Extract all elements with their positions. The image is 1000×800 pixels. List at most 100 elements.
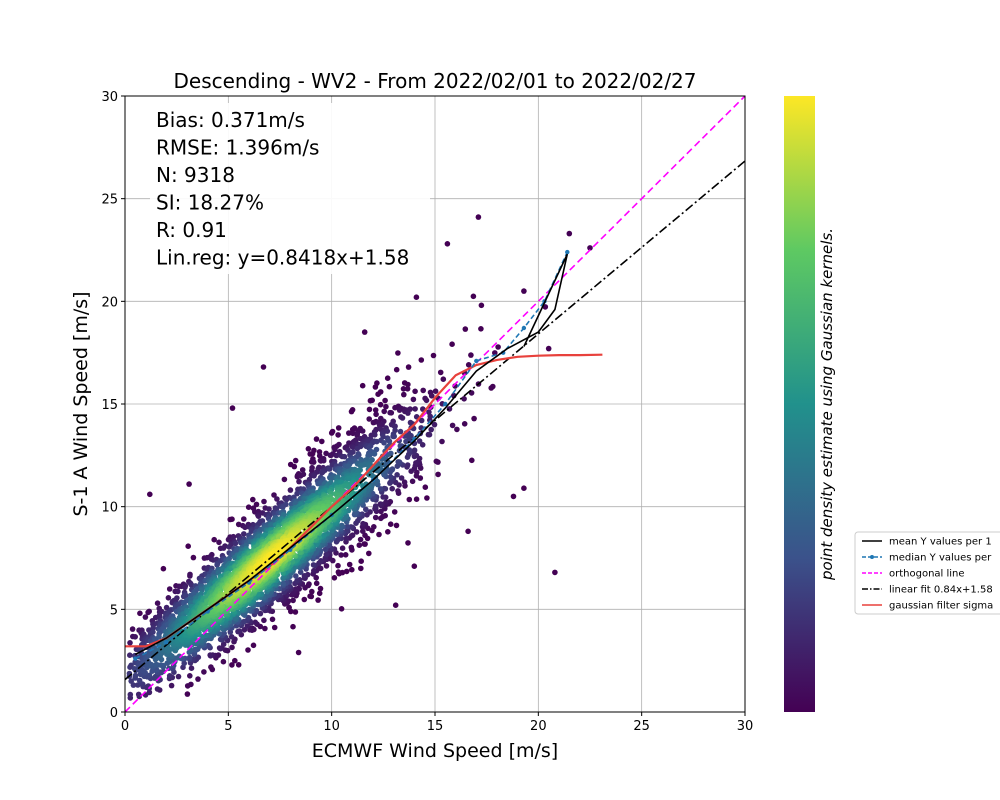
scatter-point bbox=[214, 562, 220, 568]
x-tick-label: 30 bbox=[737, 719, 754, 734]
scatter-point bbox=[395, 350, 401, 356]
scatter-point bbox=[166, 586, 173, 592]
legend-marker bbox=[870, 555, 874, 559]
scatter-point bbox=[439, 438, 445, 445]
scatter-point bbox=[274, 496, 280, 502]
scatter-point bbox=[292, 609, 299, 615]
scatter-point bbox=[393, 366, 400, 373]
scatter-point bbox=[376, 531, 382, 538]
scatter-point bbox=[394, 463, 401, 470]
scatter-point bbox=[147, 491, 153, 498]
scatter-point bbox=[475, 214, 482, 220]
median-marker bbox=[521, 325, 527, 331]
scatter-point bbox=[204, 566, 210, 572]
scatter-point bbox=[316, 452, 323, 459]
scatter-point bbox=[375, 391, 381, 398]
scatter-point bbox=[341, 453, 348, 460]
scatter-point bbox=[411, 563, 418, 569]
scatter-point bbox=[435, 471, 441, 478]
scatter-point bbox=[315, 597, 321, 603]
scatter-point bbox=[440, 376, 447, 383]
scatter-point bbox=[187, 573, 193, 579]
stats-background bbox=[150, 103, 430, 274]
scatter-point bbox=[395, 459, 402, 465]
scatter-point bbox=[175, 588, 181, 595]
median-marker bbox=[474, 358, 479, 364]
scatter-point bbox=[335, 432, 341, 438]
scatter-point bbox=[408, 468, 415, 475]
scatter-point bbox=[335, 562, 341, 569]
x-axis-label: ECMWF Wind Speed [m/s] bbox=[312, 740, 558, 762]
scatter-point bbox=[359, 428, 366, 434]
scatter-point bbox=[399, 415, 406, 421]
scatter-point bbox=[127, 691, 134, 698]
scatter-point bbox=[361, 541, 368, 547]
x-tick-label: 15 bbox=[427, 719, 444, 734]
scatter-point bbox=[250, 642, 257, 649]
scatter-point bbox=[192, 646, 198, 653]
scatter-point bbox=[297, 569, 304, 575]
scatter-point bbox=[229, 405, 236, 411]
scatter-point bbox=[411, 447, 418, 454]
scatter-point bbox=[335, 425, 342, 431]
scatter-point bbox=[186, 654, 193, 661]
scatter-point bbox=[449, 341, 455, 348]
scatter-point bbox=[313, 580, 320, 587]
scatter-point bbox=[383, 403, 389, 410]
scatter-point bbox=[373, 446, 380, 453]
scatter-point bbox=[307, 593, 313, 599]
scatter-point bbox=[404, 462, 411, 468]
scatter-point bbox=[281, 476, 288, 483]
y-axis-label: S-1 A Wind Speed [m/s] bbox=[70, 291, 92, 516]
scatter-point bbox=[248, 528, 255, 534]
scatter-point bbox=[229, 644, 235, 651]
scatter-point bbox=[426, 409, 432, 415]
scatter-point bbox=[545, 345, 552, 352]
scatter-point bbox=[469, 457, 475, 464]
scatter-point bbox=[360, 520, 366, 527]
scatter-point bbox=[401, 479, 408, 486]
scatter-point bbox=[369, 397, 376, 404]
scatter-point bbox=[396, 407, 403, 413]
scatter-point bbox=[412, 388, 418, 395]
scatter-point bbox=[372, 432, 378, 438]
scatter-point bbox=[397, 428, 404, 435]
scatter-point bbox=[290, 623, 296, 630]
scatter-point bbox=[226, 544, 232, 550]
scatter-point bbox=[422, 484, 429, 491]
y-tick-label: 5 bbox=[110, 603, 118, 618]
scatter-point bbox=[232, 540, 239, 547]
scatter-point bbox=[343, 568, 350, 575]
scatter-point bbox=[269, 616, 276, 623]
scatter-point bbox=[305, 446, 312, 452]
y-tick-label: 15 bbox=[101, 398, 118, 413]
scatter-point bbox=[127, 640, 133, 646]
scatter-point bbox=[129, 626, 136, 632]
scatter-point bbox=[366, 416, 373, 422]
scatter-point bbox=[428, 426, 435, 433]
x-tick-label: 0 bbox=[121, 719, 129, 734]
scatter-point bbox=[395, 488, 401, 494]
stat-line: RMSE: 1.396m/s bbox=[156, 136, 319, 160]
scatter-point bbox=[153, 661, 159, 668]
scatter-point bbox=[387, 521, 394, 527]
scatter-point bbox=[182, 584, 188, 591]
scatter-point bbox=[173, 597, 179, 603]
scatter-point bbox=[471, 415, 477, 422]
scatter-point bbox=[154, 686, 161, 692]
scatter-point bbox=[379, 421, 385, 428]
x-tick-label: 25 bbox=[633, 719, 650, 734]
scatter-point bbox=[181, 660, 187, 667]
scatter-point bbox=[306, 476, 313, 483]
scatter-point bbox=[391, 433, 398, 440]
scatter-point bbox=[295, 649, 302, 656]
scatter-point bbox=[176, 653, 183, 660]
scatter-point bbox=[392, 423, 398, 430]
scatter-point bbox=[344, 523, 351, 530]
scatter-point bbox=[311, 473, 317, 479]
legend-entry: linear fit 0.84x+1.58 bbox=[889, 585, 993, 596]
scatter-point bbox=[413, 460, 419, 466]
scatter-point bbox=[371, 524, 377, 530]
scatter-point bbox=[424, 495, 430, 501]
